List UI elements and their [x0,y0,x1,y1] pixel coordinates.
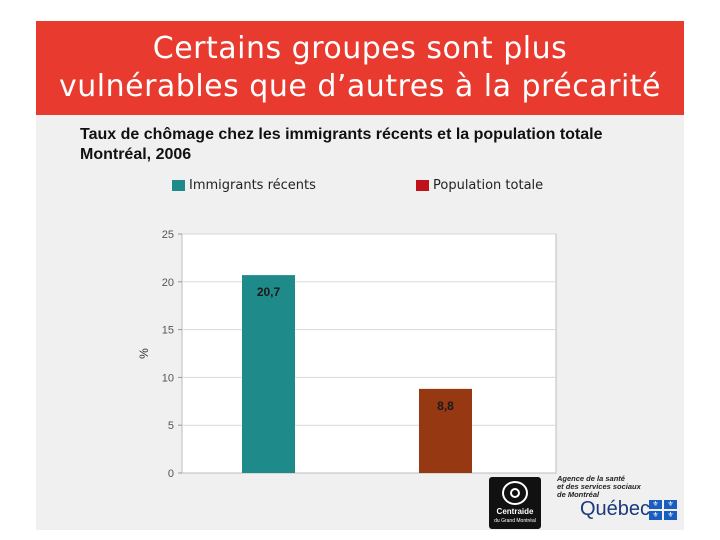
y-tick-label: 15 [162,325,174,337]
plot-area [181,233,557,474]
bar-chart: 0 5 10 15 20 25% 20,7 8,8 [137,229,557,480]
chart-panel: Taux de chômage chez les immigrants réce… [36,115,684,530]
y-axis-label: % [137,348,151,359]
y-tick-label: 20 [162,277,174,289]
fleur-de-lis-icon: ⚜ [649,511,662,520]
bar-immigrants [242,275,295,473]
y-tick-label: 25 [162,229,174,241]
legend-swatch-population [416,180,429,191]
legend-label-population: Population totale [433,178,544,193]
centraide-emblem-icon [502,481,528,505]
quebec-flag-icon: ⚜ ⚜ ⚜ ⚜ [649,500,679,520]
chart-title-line1: Taux de chômage chez les immigrants réce… [80,126,603,143]
legend-entry-population: Population totale [416,178,543,193]
fleur-de-lis-icon: ⚜ [664,511,677,520]
agency-name: Agence de la santé et des services socia… [557,475,677,499]
centraide-subtitle: du Grand Montréal [494,518,536,524]
bar-value-label: 8,8 [437,399,454,413]
slide-title-line1: Certains groupes sont plus [152,31,568,66]
agency-line3: de Montréal [557,490,600,499]
y-tick-label: 10 [162,372,174,384]
fleur-de-lis-icon: ⚜ [649,500,662,509]
chart-title-line2: Montréal, 2006 [80,146,192,163]
bar-population [419,388,472,473]
y-tick-label: 5 [168,420,174,432]
fleur-de-lis-icon: ⚜ [664,500,677,509]
slide-title-line2: vulnérables que d’autres à la précarité [59,69,661,104]
bar-value-label: 20,7 [257,285,281,299]
centraide-logo: Centraide du Grand Montréal [489,477,541,529]
quebec-wordmark: Québec [580,498,651,520]
legend-entry-immigrants: Immigrants récents [172,178,316,193]
legend-swatch-immigrants [172,180,185,191]
agency-line1: Agence de la santé [557,474,625,483]
centraide-name: Centraide [496,507,534,516]
agency-line2: et des services sociaux [557,482,641,491]
slide-title: Certains groupes sont plus vulnérables q… [36,21,684,115]
chart-title: Taux de chômage chez les immigrants réce… [80,125,680,165]
y-tick-label: 0 [168,468,174,480]
legend-label-immigrants: Immigrants récents [189,178,316,193]
